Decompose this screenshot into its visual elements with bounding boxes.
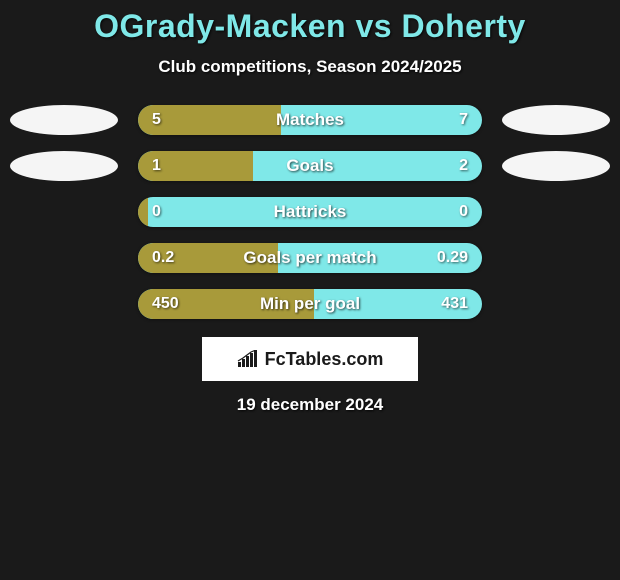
stats-list: 5 7 Matches 1 2 Goals 0 0 Hattricks 0.2 0.29 Goals … bbox=[0, 105, 620, 319]
stat-bar-fill bbox=[138, 197, 148, 227]
stat-value-left: 0.2 bbox=[152, 249, 174, 267]
stat-row: 450 431 Min per goal bbox=[0, 289, 620, 319]
stat-label: Matches bbox=[276, 110, 344, 130]
stat-value-left: 5 bbox=[152, 111, 161, 129]
stat-bar: 1 2 Goals bbox=[138, 151, 482, 181]
stat-bar: 0 0 Hattricks bbox=[138, 197, 482, 227]
stat-value-right: 0 bbox=[459, 203, 468, 221]
stat-value-right: 2 bbox=[459, 157, 468, 175]
brand-text: FcTables.com bbox=[265, 349, 384, 370]
player-right-marker bbox=[502, 105, 610, 135]
date-text: 19 december 2024 bbox=[0, 395, 620, 415]
stat-value-right: 431 bbox=[441, 295, 468, 313]
stat-row: 5 7 Matches bbox=[0, 105, 620, 135]
stat-label: Min per goal bbox=[260, 294, 360, 314]
page-subtitle: Club competitions, Season 2024/2025 bbox=[0, 57, 620, 77]
page-title: OGrady-Macken vs Doherty bbox=[0, 8, 620, 45]
stat-value-right: 7 bbox=[459, 111, 468, 129]
player-left-marker bbox=[10, 151, 118, 181]
player-right-marker bbox=[502, 151, 610, 181]
brand-footer: FcTables.com bbox=[202, 337, 418, 381]
stat-row: 1 2 Goals bbox=[0, 151, 620, 181]
stat-value-left: 450 bbox=[152, 295, 179, 313]
stat-value-left: 0 bbox=[152, 203, 161, 221]
stat-label: Goals bbox=[286, 156, 333, 176]
stat-value-left: 1 bbox=[152, 157, 161, 175]
stat-row: 0.2 0.29 Goals per match bbox=[0, 243, 620, 273]
stat-bar: 5 7 Matches bbox=[138, 105, 482, 135]
stat-bar: 0.2 0.29 Goals per match bbox=[138, 243, 482, 273]
stat-row: 0 0 Hattricks bbox=[0, 197, 620, 227]
player-left-marker bbox=[10, 105, 118, 135]
stat-label: Hattricks bbox=[274, 202, 347, 222]
stat-bar: 450 431 Min per goal bbox=[138, 289, 482, 319]
comparison-infographic: OGrady-Macken vs Doherty Club competitio… bbox=[0, 0, 620, 415]
chart-bars-icon bbox=[237, 350, 259, 368]
stat-value-right: 0.29 bbox=[437, 249, 468, 267]
stat-label: Goals per match bbox=[243, 248, 376, 268]
